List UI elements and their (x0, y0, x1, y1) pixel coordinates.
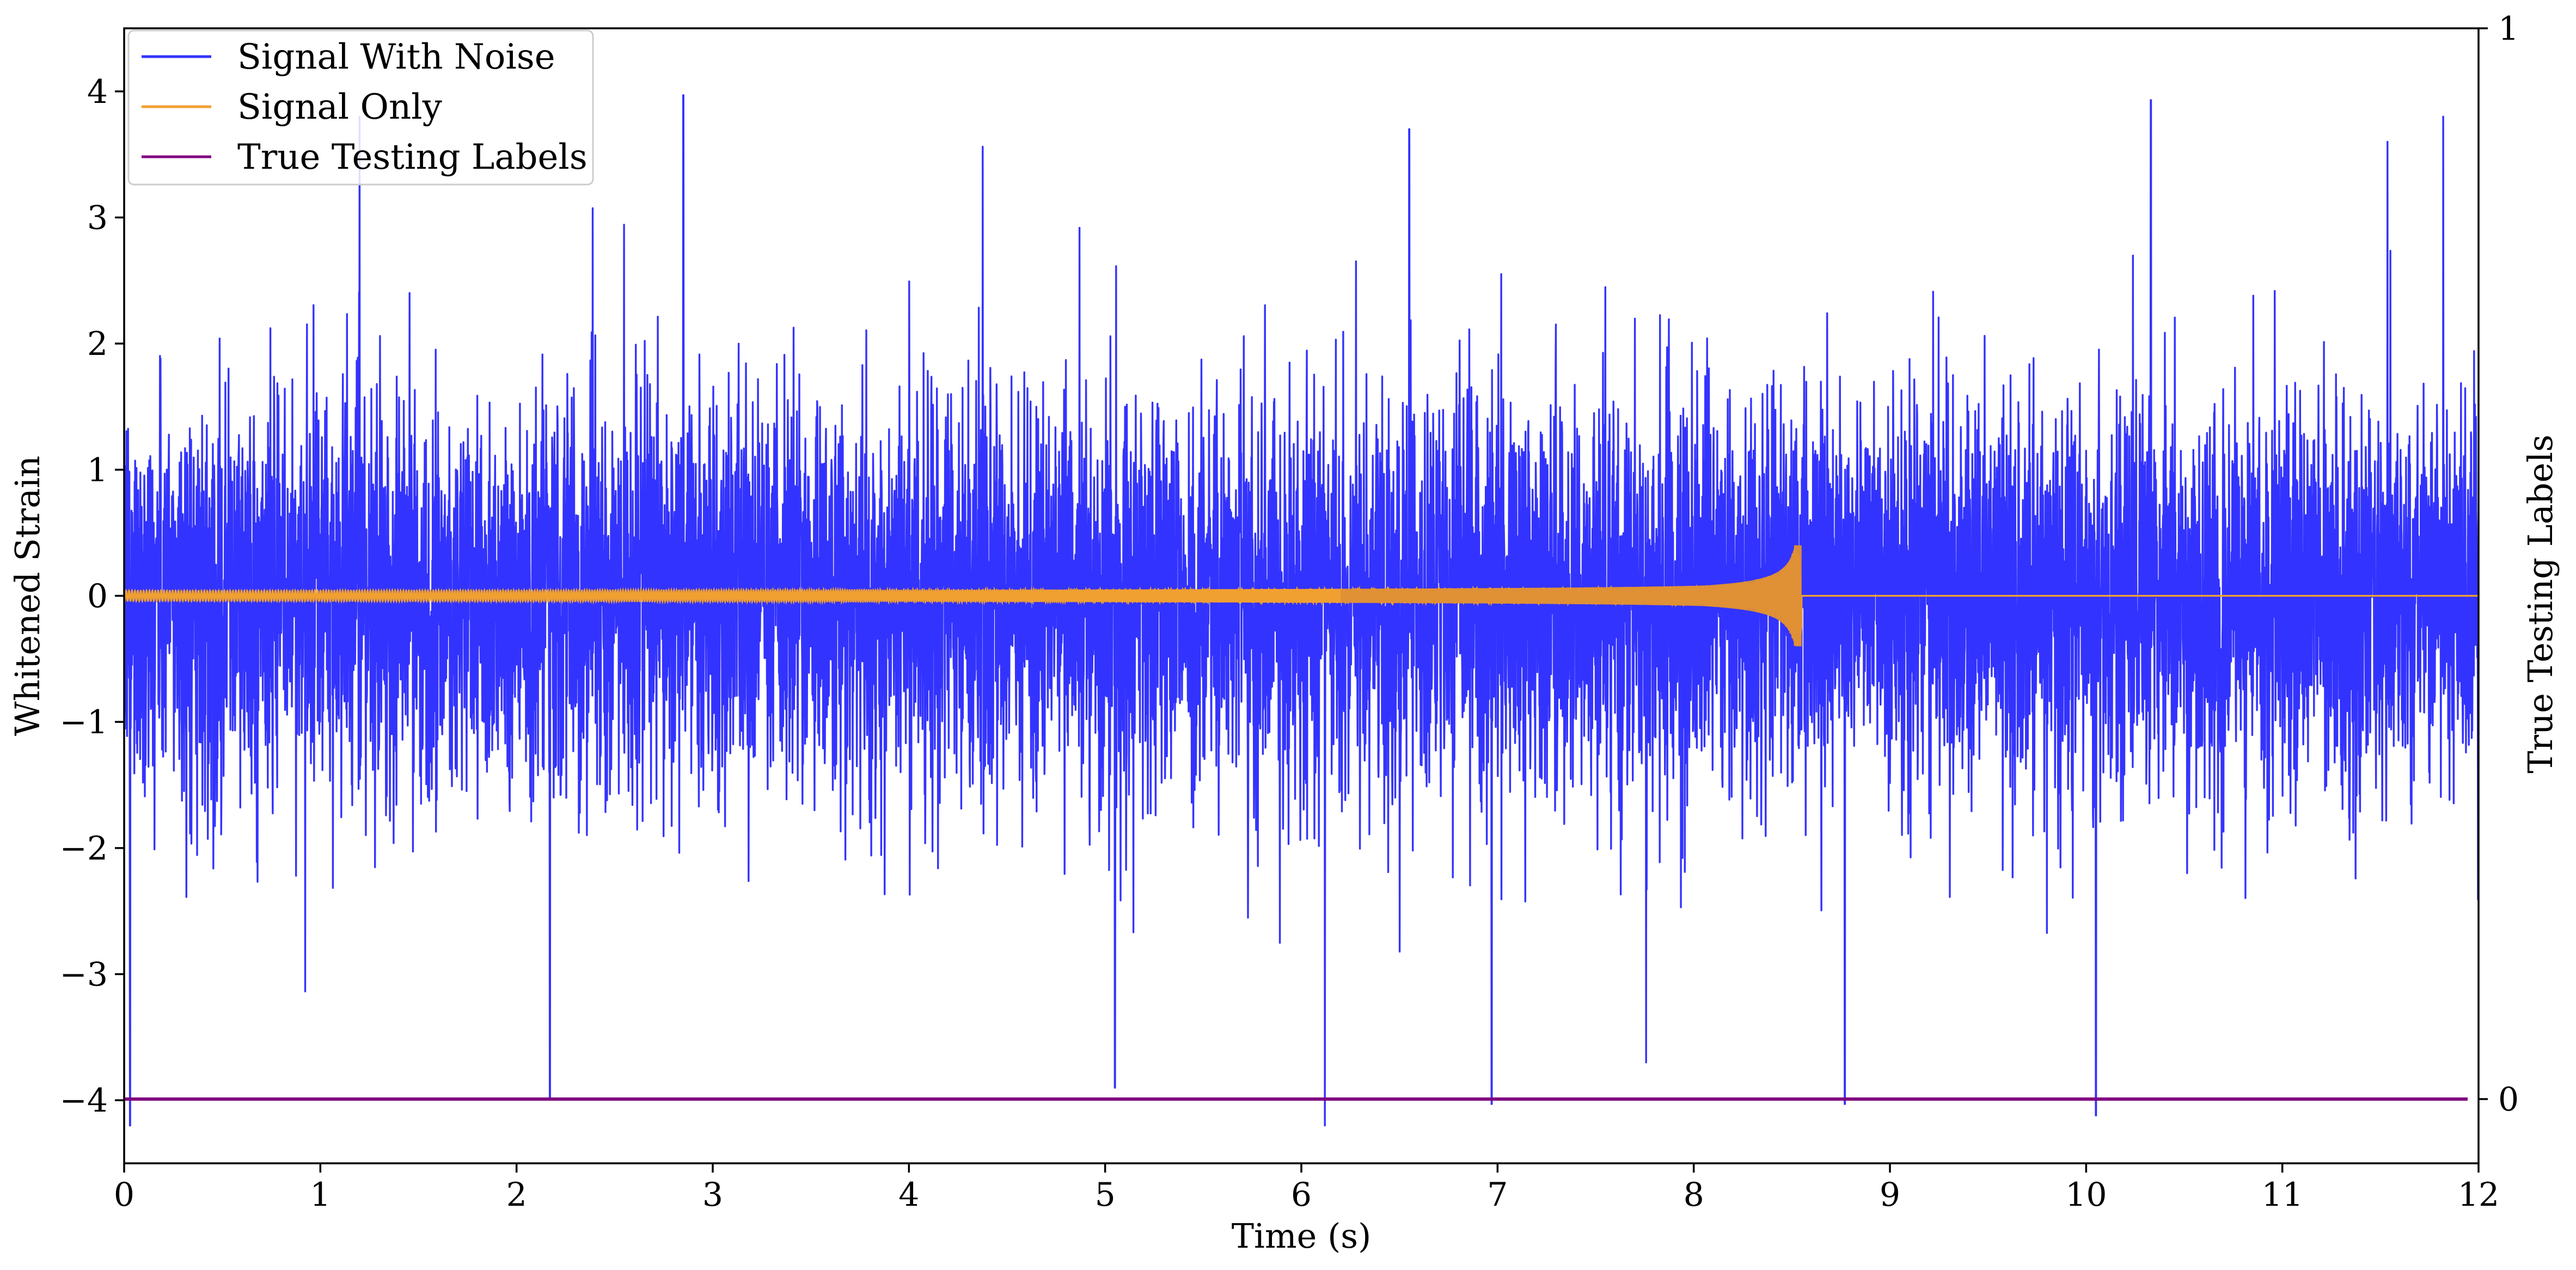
legend: Signal With Noise Signal Only True Testing… (127, 29, 594, 186)
x-tick-label: 1 (310, 1176, 331, 1214)
x-tick-label: 8 (1684, 1176, 1704, 1214)
x-tick-label: 10 (2065, 1176, 2107, 1214)
x-tick-label: 2 (506, 1176, 527, 1214)
x-tick-label: 5 (1095, 1176, 1116, 1214)
legend-label: True Testing Labels (237, 137, 588, 177)
y2-tick-label: 0 (2498, 1081, 2519, 1119)
y-tick-label: −1 (60, 703, 108, 741)
x-tick-label: 11 (2261, 1176, 2303, 1214)
x-axis-title: Time (s) (1232, 1216, 1372, 1256)
y-tick-label: −2 (60, 830, 108, 868)
x-tick-label: 9 (1880, 1176, 1900, 1214)
x-tick-label: 12 (2458, 1176, 2499, 1214)
y-tick-label: 0 (87, 578, 108, 616)
x-tick-label: 4 (898, 1176, 919, 1214)
x-tick-label: 3 (702, 1176, 723, 1214)
y-tick-label: −3 (60, 956, 108, 994)
y-tick-label: 2 (87, 325, 108, 363)
y2-axis-title: True Testing Labels (2520, 434, 2560, 774)
y-tick-label: −4 (60, 1082, 108, 1120)
series-signal-only (124, 545, 2479, 647)
x-tick-label: 6 (1291, 1176, 1312, 1214)
y-tick-label: 1 (87, 451, 108, 489)
legend-label: Signal Only (237, 87, 442, 127)
y-tick-label: 3 (87, 199, 108, 237)
series-signal-only-envelope (1341, 545, 1802, 647)
y-tick-label: 4 (87, 73, 108, 111)
x-tick-label: 0 (114, 1176, 134, 1214)
y2-tick-label: 1 (2498, 10, 2519, 48)
plot-area (124, 94, 2479, 1127)
legend-label: Signal With Noise (237, 37, 555, 77)
legend-box (127, 29, 594, 186)
y-axis-title: Whitened Strain (8, 456, 47, 736)
x-tick-label: 7 (1487, 1176, 1508, 1214)
series-signal-with-noise (124, 94, 2479, 1127)
